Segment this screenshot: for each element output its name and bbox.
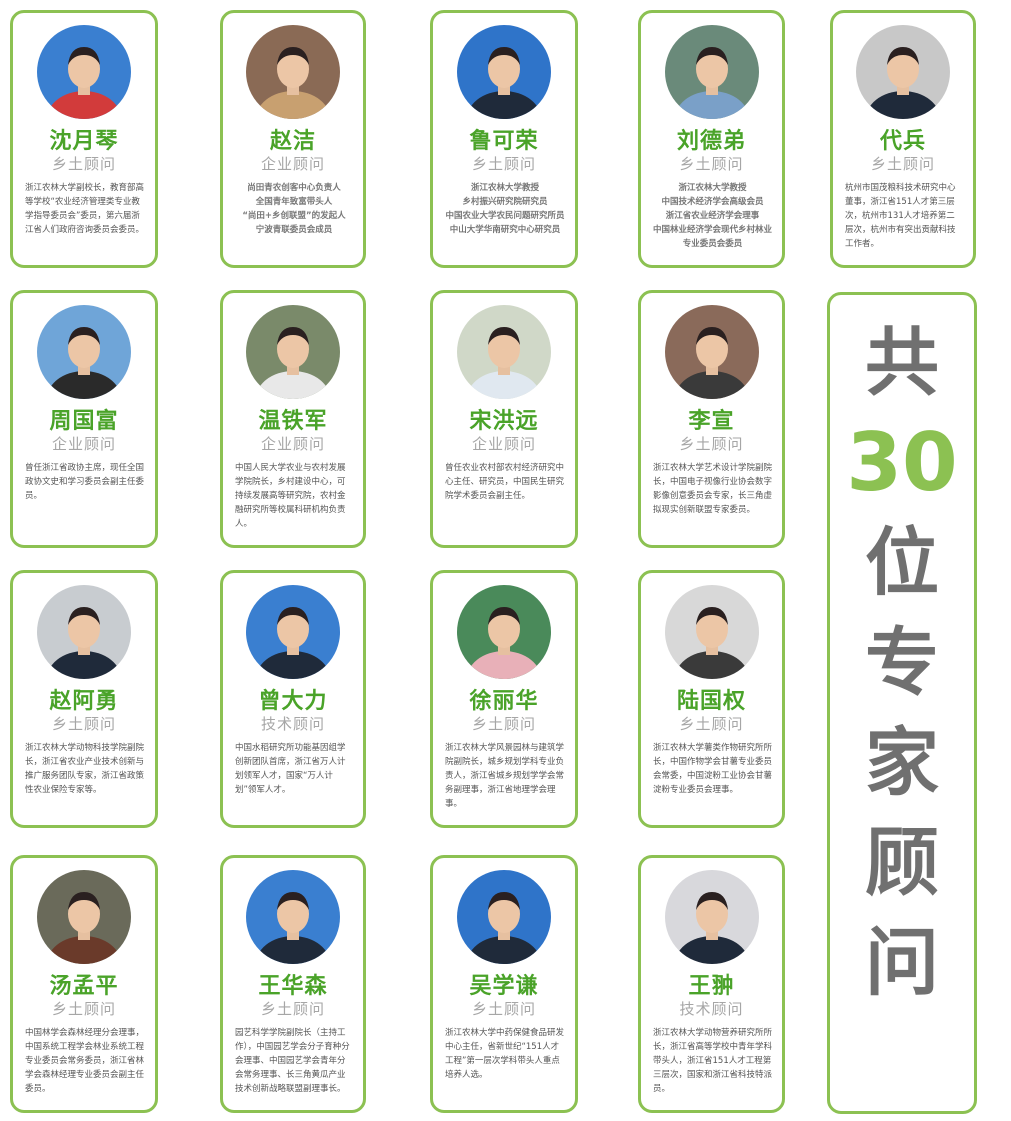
- count-prefix: 共: [865, 320, 939, 406]
- expert-avatar: [246, 870, 340, 964]
- expert-avatar: [246, 25, 340, 119]
- expert-card: 温铁军 企业顾问中国人民大学农业与农村发展学院院长，乡村建设中心，可持续发展高等研…: [220, 290, 366, 548]
- count-char-2: 专: [865, 620, 939, 706]
- expert-role: 乡土顾问: [471, 715, 536, 733]
- expert-card: 李宣 乡土顾问浙江农林大学艺术设计学院副院长，中国电子视像行业协会数字影像创意委员…: [638, 290, 785, 548]
- expert-card: 吴学谦 乡土顾问浙江农林大学中药保健食品研发中心主任，省新世纪“151人才工程”第…: [430, 855, 578, 1113]
- expert-description: 浙江农林大学艺术设计学院副院长，中国电子视像行业协会数字影像创意委员会专家，长三…: [653, 463, 773, 515]
- expert-card: 曾大力 技术顾问中国水稻研究所功能基因组学创新团队首席，浙江省万人计划领军人才，国…: [220, 570, 366, 828]
- expert-card: 赵阿勇 乡土顾问浙江农林大学动物科技学院副院长，浙江省农业产业技术创新与推广服务团…: [10, 570, 158, 828]
- expert-name: 吴学谦: [469, 974, 539, 999]
- expert-card: 王华森 乡土顾问园艺科学学院副院长（主持工作），中国园艺学会分子育种分会理事、中国…: [220, 855, 366, 1113]
- expert-avatar: [664, 870, 759, 964]
- expert-role: 乡土顾问: [51, 1000, 116, 1018]
- expert-role: 乡土顾问: [471, 1000, 536, 1018]
- expert-role: 乡土顾问: [679, 155, 744, 173]
- expert-card: 宋洪远 企业顾问曾任农业农村部农村经济研究中心主任、研究员，中国民生研究院学术委员…: [430, 290, 578, 548]
- expert-name: 陆国权: [676, 689, 746, 714]
- expert-role: 乡土顾问: [679, 435, 744, 453]
- expert-role: 企业顾问: [260, 435, 325, 453]
- expert-role: 乡土顾问: [260, 1000, 325, 1018]
- expert-avatar: [246, 585, 340, 679]
- expert-role: 乡土顾问: [679, 715, 744, 733]
- expert-role: 企业顾问: [260, 155, 325, 173]
- expert-role: 乡土顾问: [870, 155, 935, 173]
- expert-name: 赵洁: [269, 129, 316, 154]
- expert-description: 中国人民大学农业与农村发展学院院长，乡村建设中心，可持续发展高等研究院，农村金融…: [235, 463, 346, 529]
- expert-description: 浙江农林大学教授 乡村振兴研究院研究员 中国农业大学农民问题研究所员 中山大学华…: [445, 183, 565, 235]
- count-char-1: 位: [865, 520, 939, 606]
- expert-name: 王翀: [688, 974, 735, 999]
- expert-avatar: [664, 305, 759, 399]
- expert-card: 代兵 乡土顾问杭州市国茂粮科技术研究中心董事，浙江省151人才第三层次，杭州市13…: [830, 10, 976, 268]
- expert-card: 王翀 技术顾问浙江农林大学动物营养研究所所长，浙江省高等学校中青年学科带头人，浙江…: [638, 855, 785, 1113]
- expert-avatar: [457, 305, 551, 399]
- expert-role: 乡土顾问: [471, 155, 536, 173]
- expert-card: 周国富 企业顾问曾任浙江省政协主席，现任全国政协文史和学习委员会副主任委员。: [10, 290, 158, 548]
- expert-name: 曾大力: [258, 689, 328, 714]
- expert-avatar: [856, 25, 950, 119]
- expert-avatar: [37, 25, 131, 119]
- expert-description: 中国水稻研究所功能基因组学创新团队首席，浙江省万人计划领军人才，国家“万人计划”…: [235, 743, 346, 795]
- expert-avatar: [37, 305, 131, 399]
- expert-avatar: [37, 585, 131, 679]
- expert-description: 曾任农业农村部农村经济研究中心主任、研究员，中国民生研究院学术委员会副主任。: [445, 463, 565, 501]
- expert-name: 汤孟平: [49, 974, 119, 999]
- expert-description: 浙江农林大学动物营养研究所所长，浙江省高等学校中青年学科带头人，浙江省151人才…: [653, 1028, 773, 1094]
- expert-name: 代兵: [879, 129, 926, 154]
- expert-name: 鲁可荣: [469, 129, 539, 154]
- count-number: 30: [846, 416, 958, 509]
- expert-name: 李宣: [688, 409, 735, 434]
- expert-card: 徐丽华 乡土顾问浙江农林大学风景园林与建筑学院副院长，城乡规划学科专业负责人，浙江…: [430, 570, 578, 828]
- expert-description: 浙江农林大学教授 中国技术经济学会高级会员 浙江省农业经济学会理事 中国林业经济…: [653, 183, 773, 249]
- expert-description: 浙江农林大学风景园林与建筑学院副院长，城乡规划学科专业负责人，浙江省城乡规划学学…: [445, 743, 565, 809]
- expert-name: 沈月琴: [49, 129, 119, 154]
- expert-avatar: [37, 870, 131, 964]
- expert-count-panel: 共 30 位 专 家 顾 问: [827, 292, 977, 1114]
- expert-card: 刘德弟 乡土顾问浙江农林大学教授 中国技术经济学会高级会员 浙江省农业经济学会理事…: [638, 10, 785, 268]
- expert-name: 徐丽华: [469, 689, 539, 714]
- expert-name: 刘德弟: [676, 129, 746, 154]
- expert-description: 杭州市国茂粮科技术研究中心董事，浙江省151人才第三层次，杭州市131人才培养第…: [845, 183, 956, 249]
- expert-description: 曾任浙江省政协主席，现任全国政协文史和学习委员会副主任委员。: [25, 463, 145, 501]
- expert-description: 尚田青农创客中心负责人 全国青年致富带头人 “尚田+乡创联盟”的发起人 宁波青联…: [242, 183, 346, 235]
- expert-card: 沈月琴 乡土顾问浙江农林大学副校长，教育部高等学校“农业经济管理类专业教学指导委员…: [10, 10, 158, 268]
- expert-role: 企业顾问: [471, 435, 536, 453]
- expert-avatar: [457, 585, 551, 679]
- expert-description: 浙江农林大学副校长，教育部高等学校“农业经济管理类专业教学指导委员会”委员，第六…: [25, 183, 145, 235]
- expert-role: 技术顾问: [260, 715, 325, 733]
- expert-role: 企业顾问: [51, 435, 116, 453]
- expert-card: 鲁可荣 乡土顾问浙江农林大学教授 乡村振兴研究院研究员 中国农业大学农民问题研究所…: [430, 10, 578, 268]
- expert-card: 汤孟平 乡土顾问中国林学会森林经理分会理事，中国系统工程学会林业系统工程专业委员会…: [10, 855, 158, 1113]
- expert-avatar: [457, 25, 551, 119]
- expert-name: 宋洪远: [469, 409, 539, 434]
- expert-role: 技术顾问: [679, 1000, 744, 1018]
- count-char-3: 家: [865, 720, 939, 806]
- count-char-5: 问: [865, 920, 939, 1006]
- expert-description: 浙江农林大学动物科技学院副院长，浙江省农业产业技术创新与推广服务团队专家，浙江省…: [25, 743, 145, 795]
- expert-name: 温铁军: [258, 409, 328, 434]
- count-char-4: 顾: [865, 820, 939, 906]
- expert-role: 乡土顾问: [51, 155, 116, 173]
- expert-card: 赵洁 企业顾问尚田青农创客中心负责人 全国青年致富带头人 “尚田+乡创联盟”的发起…: [220, 10, 366, 268]
- expert-avatar: [664, 585, 759, 679]
- expert-description: 浙江农林大学中药保健食品研发中心主任，省新世纪“151人才工程”第一层次学科带头…: [445, 1028, 565, 1080]
- expert-role: 乡土顾问: [51, 715, 116, 733]
- expert-description: 园艺科学学院副院长（主持工作），中国园艺学会分子育种分会理事、中国园艺学会青年分…: [235, 1028, 350, 1094]
- expert-name: 周国富: [49, 409, 119, 434]
- expert-name: 王华森: [258, 974, 328, 999]
- expert-name: 赵阿勇: [49, 689, 119, 714]
- expert-avatar: [664, 25, 759, 119]
- expert-avatar: [457, 870, 551, 964]
- expert-avatar: [246, 305, 340, 399]
- expert-card: 陆国权 乡土顾问浙江农林大学薯类作物研究所所长，中国作物学会甘薯专业委员会常委，中…: [638, 570, 785, 828]
- expert-description: 浙江农林大学薯类作物研究所所长，中国作物学会甘薯专业委员会常委，中国淀粉工业协会…: [653, 743, 773, 795]
- expert-description: 中国林学会森林经理分会理事，中国系统工程学会林业系统工程专业委员会常务委员，浙江…: [25, 1028, 145, 1094]
